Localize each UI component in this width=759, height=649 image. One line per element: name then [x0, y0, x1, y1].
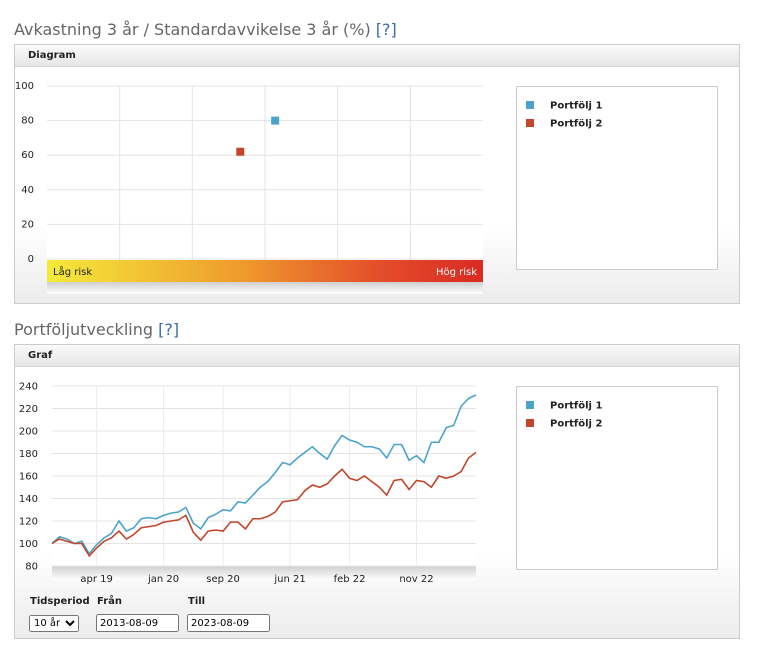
y-tick-label: 180: [19, 449, 38, 460]
y-tick-label: 40: [21, 185, 34, 196]
from-input[interactable]: [96, 614, 179, 632]
x-tick-label: feb 22: [334, 574, 366, 585]
legend-swatch: [526, 419, 534, 427]
risk-band: [47, 260, 483, 282]
y-tick-label: 100: [19, 539, 38, 550]
y-tick-label: 200: [19, 427, 38, 438]
to-input[interactable]: [187, 614, 270, 632]
band-label: Hög risk: [436, 267, 477, 278]
series-line: [51, 451, 477, 558]
title-text: Avkastning 3 år / Standardavvikelse 3 år…: [14, 20, 371, 39]
legend-label: Portfölj 1: [550, 401, 602, 412]
help-link[interactable]: [?]: [375, 20, 397, 39]
form-label: Till: [188, 596, 206, 607]
x-tick-label: jun 21: [273, 574, 305, 585]
legend-swatch: [526, 401, 534, 409]
legend-label: Portfölj 2: [550, 119, 602, 130]
x-tick-label: sep 20: [206, 574, 240, 585]
y-tick-label: 100: [15, 81, 34, 92]
period-select[interactable]: 10 år: [29, 615, 79, 632]
legend-box: [516, 86, 718, 270]
panel-header: Diagram: [15, 45, 739, 67]
x-tick-label: nov 22: [399, 574, 433, 585]
y-tick-label: 20: [21, 219, 34, 230]
legend-box: [516, 386, 718, 570]
panel-header: Graf: [15, 345, 739, 367]
point: [236, 147, 245, 156]
point: [271, 116, 280, 125]
form-label: Tidsperiod: [30, 596, 90, 607]
y-tick-label: 60: [21, 150, 34, 161]
y-tick-label: 240: [19, 382, 38, 393]
section-title: Portföljutveckling [?]: [14, 320, 179, 339]
y-tick-label: 80: [21, 116, 34, 127]
y-tick-label: 160: [19, 472, 38, 483]
legend-label: Portfölj 2: [550, 419, 602, 430]
legend-swatch: [526, 101, 534, 109]
y-tick-label: 120: [19, 517, 38, 528]
y-tick-label: 80: [25, 562, 38, 573]
series-line: [51, 394, 477, 556]
section-title: Avkastning 3 år / Standardavvikelse 3 år…: [14, 20, 397, 39]
legend-swatch: [526, 119, 534, 127]
y-tick-label: 220: [19, 404, 38, 415]
band-label: Låg risk: [53, 265, 92, 278]
y-tick-label: 0: [28, 254, 34, 265]
y-tick-label: 140: [19, 494, 38, 505]
plot-shadow: [52, 566, 476, 580]
band-shadow: [47, 282, 483, 294]
x-tick-label: apr 19: [80, 574, 113, 585]
form-label: Från: [97, 596, 122, 607]
x-tick-label: jan 20: [147, 574, 179, 585]
title-text: Portföljutveckling: [14, 320, 154, 339]
help-link[interactable]: [?]: [158, 320, 180, 339]
legend-label: Portfölj 1: [550, 101, 602, 112]
